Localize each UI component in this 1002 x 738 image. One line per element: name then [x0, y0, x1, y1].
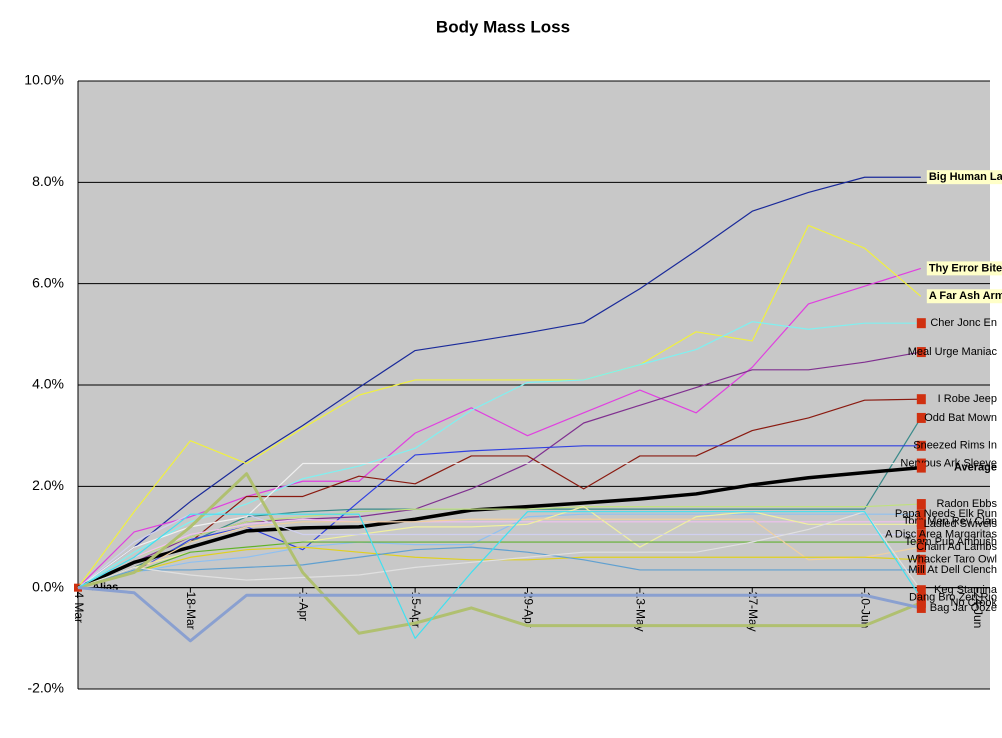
y-tick-label: 0.0% — [32, 578, 64, 594]
end-marker — [916, 394, 926, 405]
series-line — [77, 586, 922, 643]
y-tick-label: 4.0% — [32, 376, 64, 392]
series-label: A Far Ash Arm — [929, 290, 1002, 302]
end-marker — [916, 499, 926, 510]
series-line — [77, 267, 921, 589]
x-tick-label: 27-May — [746, 592, 760, 632]
y-tick-label: 10.0% — [24, 72, 64, 88]
series-label: A Disc Area Margaritas — [885, 528, 997, 540]
label-box — [926, 261, 1002, 276]
x-tick-label: 24-Jun — [971, 592, 985, 629]
series-label-group: A Far Ash Arm — [926, 289, 1002, 304]
y-tick-label: 8.0% — [32, 173, 64, 189]
chart-title: Body Mass Loss — [436, 17, 570, 36]
series-line — [77, 518, 921, 589]
series-label: Big Human Lap — [929, 171, 1002, 183]
series-label: Whacker Taro Owl — [907, 554, 997, 566]
end-marker — [916, 592, 926, 603]
series-line — [77, 224, 922, 589]
series-label: Ladled Swivels — [924, 518, 998, 530]
series-label: No Crook — [951, 597, 998, 609]
series-line — [77, 321, 921, 589]
series-label: Odd Bat Mown — [924, 412, 997, 424]
y-tick-label: -2.0% — [27, 680, 64, 696]
y-tick-label: 6.0% — [32, 274, 64, 290]
x-tick-label: 15-Apr — [409, 592, 423, 628]
series-line — [77, 176, 921, 589]
series-line — [77, 546, 921, 589]
end-marker — [916, 412, 926, 423]
x-tick-label: 10-Jun — [858, 592, 872, 629]
end-marker — [916, 347, 926, 358]
end-marker — [916, 519, 926, 530]
series-label: Keg Stamina — [934, 584, 998, 596]
x-tick-label: 18-Mar — [184, 592, 198, 630]
series-label: Average — [954, 461, 997, 473]
end-marker — [916, 597, 926, 608]
series-line — [77, 511, 922, 591]
series-label: Sneezed Rims In — [913, 440, 997, 452]
x-tick-label: 4-Mar — [72, 592, 86, 623]
series-line — [77, 465, 921, 590]
series-label: Team Pub Ambush — [905, 536, 997, 548]
series-line — [77, 472, 922, 635]
series-label: I Robe Jeep — [938, 393, 997, 405]
x-tick-label: 13-May — [634, 592, 648, 632]
label-box — [926, 170, 1002, 185]
series-line — [77, 462, 921, 589]
series-line — [77, 518, 921, 589]
series-line — [77, 398, 921, 589]
series-label: Bag Jar Ooze — [930, 602, 997, 614]
end-marker — [916, 585, 926, 596]
series-label-group: Big Human Lap — [926, 170, 1002, 185]
series-label: Torn Men Rev Clan — [903, 516, 997, 528]
end-marker — [916, 318, 926, 329]
end-marker — [916, 440, 926, 451]
end-marker — [916, 537, 926, 548]
label-box — [926, 289, 1002, 304]
series-label: Thy Error Bites — [929, 262, 1002, 274]
series-label: Radon Ebbs — [936, 498, 997, 510]
series-line — [77, 445, 921, 589]
y-tick-label: 2.0% — [32, 477, 64, 493]
end-marker — [916, 462, 926, 473]
end-marker — [916, 602, 926, 613]
series-label: Mill At Dell Clench — [908, 564, 997, 576]
series-line — [77, 511, 922, 639]
series-line — [77, 513, 921, 589]
end-marker — [916, 542, 926, 553]
end-marker — [916, 554, 926, 565]
x-tick-label: 1-Apr — [297, 592, 311, 621]
end-marker — [916, 564, 926, 575]
series-label: Chain Ad Lambs — [916, 541, 997, 553]
series-label: Dang Bro Zen Rio — [909, 592, 997, 604]
series-label-group: Thy Error Bites — [926, 261, 1002, 276]
x-tick-label: 29-Apr — [521, 592, 535, 628]
end-marker — [916, 529, 926, 540]
end-marker — [916, 509, 926, 520]
series-label: Cher Jonc En — [930, 317, 997, 329]
series-label: Meal Urge Maniac — [908, 346, 998, 358]
